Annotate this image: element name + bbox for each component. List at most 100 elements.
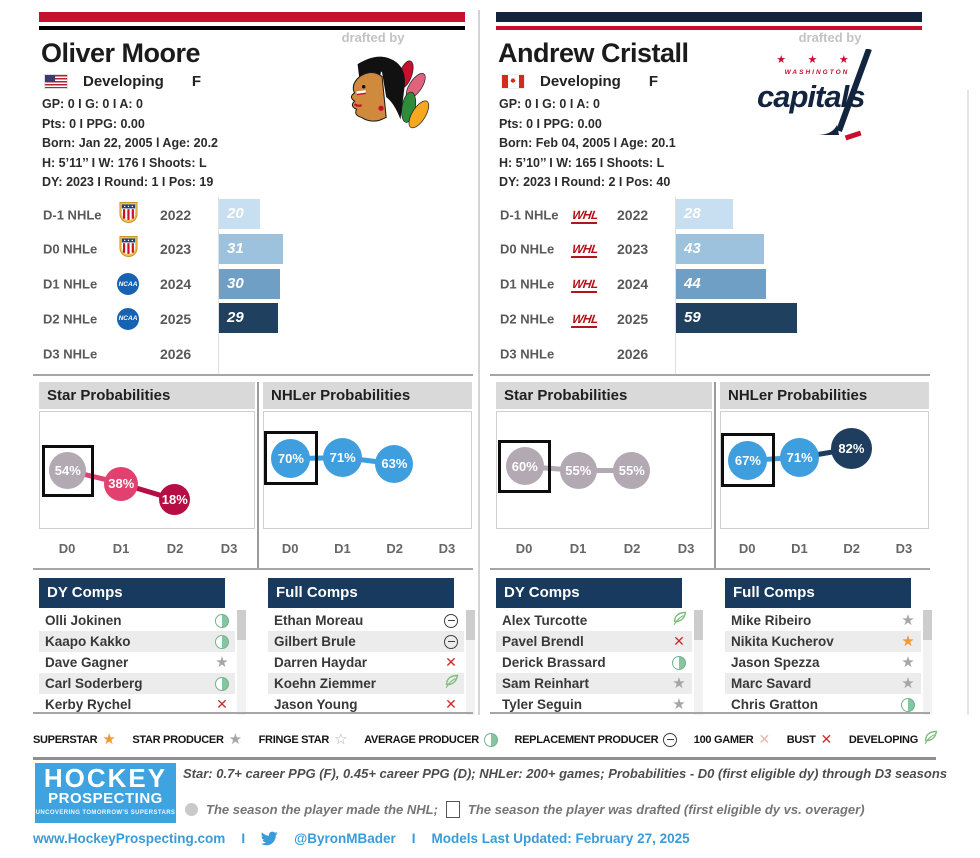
comps-row[interactable]: Darren Haydar ✕	[268, 652, 464, 673]
comps-row[interactable]: Olli Jokinen	[39, 610, 235, 631]
comps-row[interactable]: Koehn Ziemmer	[268, 673, 464, 694]
comps-row[interactable]: Nikita Kucherov ★	[725, 631, 921, 652]
prob-point-D2[interactable]: 18%	[159, 484, 191, 516]
scrollbar-thumb[interactable]	[237, 610, 246, 640]
nhler-probabilities-plot: 70% 71% 63%	[263, 411, 472, 529]
nhle-bar-2023[interactable]: 43	[676, 233, 764, 264]
prob-xaxis-label: D0	[281, 541, 299, 556]
full-comps-list: Ethan Moreau Gilbert Brule Darren Haydar ✕ K…	[268, 610, 464, 715]
scrollbar-track[interactable]	[237, 610, 246, 715]
star-producer-icon: ★	[901, 653, 915, 671]
scrollbar-track[interactable]	[923, 610, 932, 715]
prob-point-D1[interactable]: 38%	[104, 466, 139, 501]
accent-bar-bottom	[496, 26, 922, 30]
100-gamer-icon: ✕	[758, 731, 771, 748]
comps-row[interactable]: Ethan Moreau	[268, 610, 464, 631]
comps-row[interactable]: Chris Gratton	[725, 694, 921, 715]
prob-point-D2[interactable]: 82%	[830, 427, 872, 469]
prob-xaxis-label: D2	[386, 541, 403, 556]
nhler-probabilities-plot: 67% 71% 82%	[720, 411, 929, 529]
nhle-bar-2025[interactable]: 29	[219, 303, 278, 334]
nhle-bar-2022[interactable]: 28	[676, 199, 733, 229]
prob-xaxis-label: D1	[569, 541, 587, 556]
comps-row[interactable]: Alex Turcotte	[496, 610, 692, 631]
comps-row[interactable]: Sam Reinhart ★	[496, 673, 692, 694]
website-link[interactable]: www.HockeyProspecting.com	[33, 831, 226, 846]
twitter-handle[interactable]: @ByronMBader	[294, 831, 396, 846]
nhle-row: D0 NHLe WHL 2023 43	[490, 232, 930, 267]
legend-item: AVERAGE PRODUCER	[364, 732, 498, 747]
bust-icon: ✕	[820, 731, 833, 748]
comps-row[interactable]: Carl Soderberg	[39, 673, 235, 694]
comp-player-name: Olli Jokinen	[45, 613, 122, 628]
nhler-probabilities-xaxis: D0 D1 D2 D3	[263, 538, 472, 560]
comp-player-name: Kaapo Kakko	[45, 634, 131, 649]
average-producer-icon	[215, 676, 229, 691]
prob-point-D0[interactable]: 54%	[49, 452, 87, 490]
position-label: F	[648, 73, 659, 90]
nhle-year-label: 2026	[617, 345, 649, 362]
nhle-bar-2024[interactable]: 30	[219, 268, 280, 299]
scrollbar-thumb[interactable]	[694, 610, 703, 640]
made-nhl-marker-icon	[185, 803, 198, 816]
scrollbar-thumb[interactable]	[466, 610, 475, 640]
nhle-row-label: D2 NHLe	[43, 311, 98, 327]
nhler-probabilities-panel: NHLer Probabilities 70% 71% 63% D0 D1 D2 D3	[263, 382, 472, 568]
accent-bar-bottom	[39, 26, 465, 30]
prob-point-D2[interactable]: 63%	[375, 444, 414, 483]
prob-point-D1[interactable]: 55%	[559, 451, 597, 489]
comp-player-name: Jason Young	[274, 697, 358, 712]
full-comps-panel: Full Comps Ethan Moreau Gilbert Brule Darr…	[268, 578, 478, 715]
scrollbar-thumb[interactable]	[923, 610, 932, 640]
prob-point-D0[interactable]: 60%	[505, 447, 544, 485]
nhle-row-label: D2 NHLe	[500, 311, 555, 327]
prob-xaxis-label: D1	[334, 541, 351, 556]
nhle-row: D1 NHLe NCAA 2024 30	[33, 267, 473, 302]
nhle-bar-2023[interactable]: 31	[219, 233, 283, 264]
nhle-bar-2022[interactable]: 20	[219, 199, 260, 229]
nhle-row-label: D-1 NHLe	[43, 207, 102, 222]
stat-line-0: GP: 0 I G: 0 I A: 0	[499, 97, 600, 111]
nhle-bar-2024[interactable]: 44	[676, 268, 766, 299]
comps-row[interactable]: Dave Gagner ★	[39, 652, 235, 673]
comps-row[interactable]: Pavel Brendl ✕	[496, 631, 692, 652]
horizontal-divider	[33, 757, 936, 760]
comps-row[interactable]: Tyler Seguin ★	[496, 694, 692, 715]
comps-row[interactable]: Jason Spezza ★	[725, 652, 921, 673]
scrollbar-track[interactable]	[466, 610, 475, 715]
prob-point-D1[interactable]: 71%	[780, 437, 820, 477]
nhle-year-label: 2023	[160, 241, 192, 258]
prob-point-D0[interactable]: 70%	[271, 438, 311, 478]
legend-item: BUST ✕	[787, 733, 832, 747]
comps-row[interactable]: Mike Ribeiro ★	[725, 610, 921, 631]
twitter-icon	[261, 831, 278, 846]
comps-row[interactable]: Kaapo Kakko	[39, 631, 235, 652]
logo-line1: HOCKEY	[43, 763, 168, 793]
comps-row[interactable]: Kerby Rychel ✕	[39, 694, 235, 715]
nhle-row-label: D1 NHLe	[500, 276, 555, 292]
star-probabilities-plot: 60% 55% 55%	[496, 411, 712, 529]
nhle-bar-2025[interactable]: 59	[676, 303, 797, 334]
legend-item: REPLACEMENT PRODUCER	[514, 732, 678, 747]
comps-row[interactable]: Marc Savard ★	[725, 673, 921, 694]
prob-point-D2[interactable]: 55%	[613, 451, 651, 489]
legend-label: FRINGE STAR	[258, 733, 330, 746]
comp-player-name: Pavel Brendl	[502, 634, 584, 649]
panel-divider	[257, 382, 259, 568]
blackhawks-logo	[295, 46, 460, 148]
comps-row[interactable]: Jason Young ✕	[268, 694, 464, 715]
prob-xaxis-label: D3	[438, 541, 456, 556]
comp-player-name: Chris Gratton	[731, 697, 819, 712]
comps-row[interactable]: Gilbert Brule	[268, 631, 464, 652]
hockey-prospecting-logo: HOCKEY PROSPECTING UNCOVERING TOMORROW'S…	[35, 763, 176, 823]
legend-item: SUPERSTAR ★	[33, 732, 116, 747]
whl-logo: WHL	[570, 277, 600, 294]
nhle-bar-value: 31	[227, 239, 244, 257]
scrollbar-track[interactable]	[694, 610, 703, 715]
logo-line2: PROSPECTING	[48, 790, 163, 807]
prob-xaxis-label: D2	[166, 541, 184, 556]
comps-row[interactable]: Derick Brassard	[496, 652, 692, 673]
prob-point-D1[interactable]: 71%	[323, 437, 363, 477]
star-probabilities-title: Star Probabilities	[39, 382, 255, 409]
prob-point-D0[interactable]: 67%	[728, 440, 768, 480]
